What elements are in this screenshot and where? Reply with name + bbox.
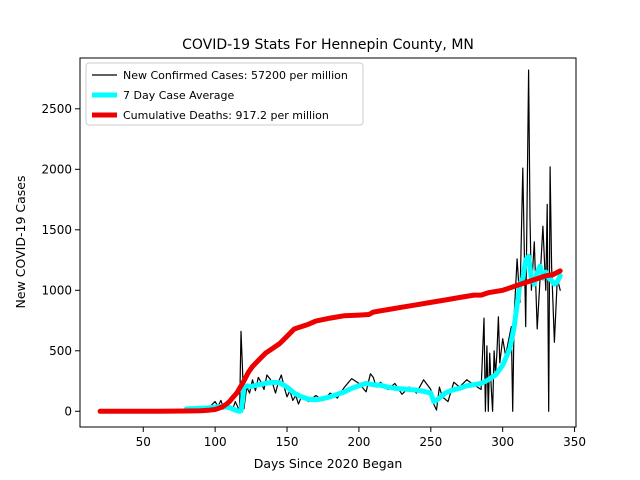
plot-frame <box>79 57 577 428</box>
y-tick-label: 500 <box>49 344 72 358</box>
y-tick-label: 0 <box>64 404 72 418</box>
x-tick-label: 150 <box>276 435 299 449</box>
x-tick-label: 250 <box>419 435 442 449</box>
y-tick-label: 2500 <box>41 102 72 116</box>
legend-box <box>85 62 364 126</box>
x-tick-label: 350 <box>563 435 586 449</box>
series-line-avg <box>183 253 563 414</box>
y-axis-label: New COVID-19 Cases <box>13 176 28 309</box>
x-tick-label: 300 <box>491 435 514 449</box>
legend: New Confirmed Cases: 57200 per million 7 … <box>85 62 364 126</box>
legend-label-avg: 7 Day Case Average <box>123 89 235 102</box>
series-layer <box>97 69 563 414</box>
chart-title: COVID-19 Stats For Hennepin County, MN <box>182 37 474 53</box>
y-tick-label: 2000 <box>41 162 72 176</box>
legend-label-new_cases: New Confirmed Cases: 57200 per million <box>123 69 348 82</box>
x-axis-label: Days Since 2020 Began <box>254 456 403 471</box>
x-axis: 50 100 150 200 250 300 350 <box>136 427 586 449</box>
x-tick-label: 50 <box>136 435 151 449</box>
legend-label-deaths: Cumulative Deaths: 917.2 per million <box>123 109 329 122</box>
series-line-deaths <box>97 268 563 414</box>
y-axis: 0 500 1000 1500 2000 2500 <box>41 102 80 418</box>
y-tick-label: 1000 <box>41 283 72 297</box>
y-tick-label: 1500 <box>41 223 72 237</box>
x-tick-label: 100 <box>204 435 227 449</box>
x-tick-label: 200 <box>347 435 370 449</box>
